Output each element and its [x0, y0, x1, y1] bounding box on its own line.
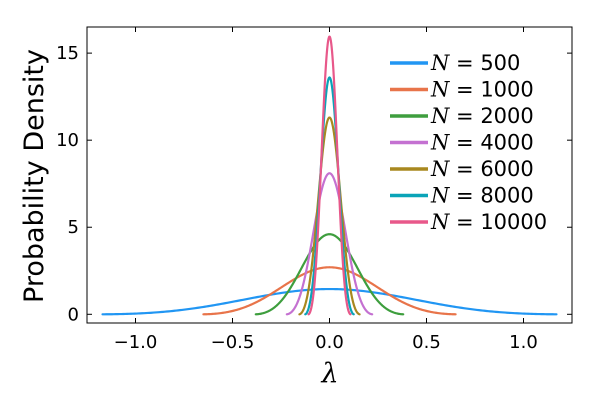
legend-label-N-1000: N = 1000: [430, 78, 534, 102]
series-line-N-500: [101, 287, 558, 316]
x-axis-label: λ: [320, 358, 338, 389]
series-line-N-1000: [202, 266, 457, 316]
y-axis-label: Probability Density: [19, 49, 50, 303]
legend-label-N-10000: N = 10000: [430, 210, 547, 234]
series-line-N-10000: [307, 35, 352, 316]
legend-label-N-8000: N = 8000: [430, 184, 534, 208]
y-tick-label: 5: [68, 217, 79, 238]
x-tick-label: −1.0: [114, 332, 158, 353]
series-line-N-6000: [298, 116, 361, 316]
y-tick-label: 10: [56, 130, 79, 151]
legend-label-N-4000: N = 4000: [430, 131, 534, 155]
y-tick-label: 15: [56, 43, 79, 64]
y-tick-label: 0: [68, 304, 79, 325]
legend-label-N-2000: N = 2000: [430, 104, 534, 128]
series-line-N-8000: [304, 76, 355, 316]
x-tick-label: 0.5: [412, 332, 441, 353]
series-line-N-4000: [285, 172, 374, 316]
ticks-layer: −1.0 −0.5 0.0 0.5 1.0 0 5 10 15: [56, 27, 572, 353]
series-line-N-2000: [254, 233, 405, 316]
x-tick-label: −0.5: [211, 332, 255, 353]
legend-label-N-6000: N = 6000: [430, 157, 534, 181]
series-layer: [101, 35, 558, 316]
x-tick-label: 1.0: [509, 332, 538, 353]
x-tick-label: 0.0: [315, 332, 344, 353]
legend-label-N-500: N = 500: [430, 51, 520, 75]
